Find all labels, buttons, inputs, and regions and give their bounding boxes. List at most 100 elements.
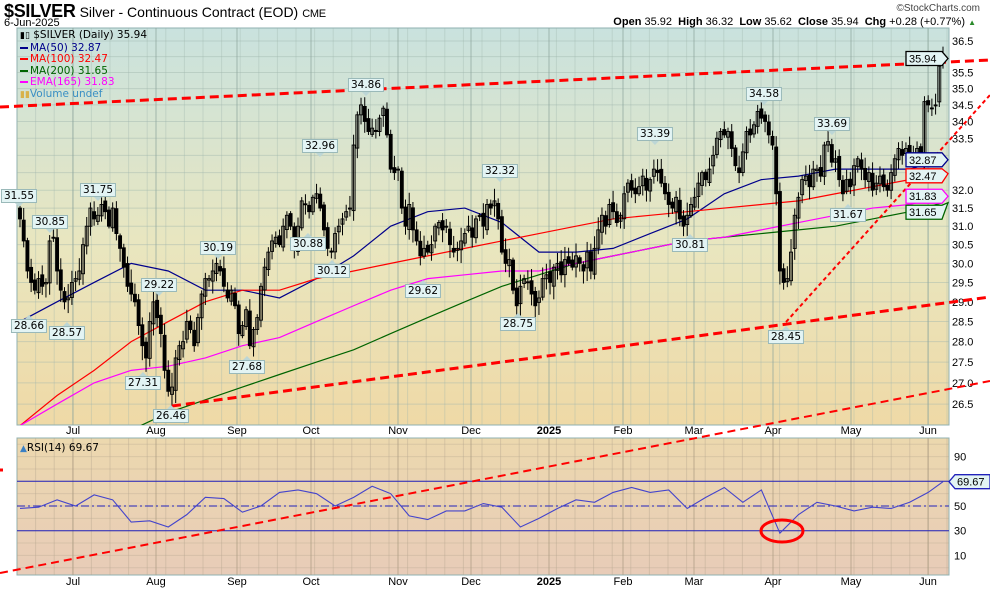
- candle-body: [18, 207, 22, 220]
- candle: [533, 286, 538, 318]
- annotation-low: 28.75: [499, 313, 537, 331]
- candle-body: [310, 196, 315, 213]
- candle: [744, 126, 749, 160]
- candle-body: [184, 321, 189, 340]
- candle-body: [288, 213, 293, 227]
- legend-ema165-value: 31.83: [84, 76, 115, 89]
- candle: [625, 179, 630, 203]
- candle: [692, 187, 697, 211]
- candle-body: [414, 229, 419, 242]
- candle: [207, 274, 211, 288]
- candle: [499, 209, 504, 255]
- candle-body: [255, 317, 260, 330]
- chg-value: +0.28 (+0.77%): [889, 16, 966, 28]
- candle: [670, 198, 675, 214]
- candle-body: [811, 168, 816, 188]
- candle: [718, 128, 723, 148]
- candle: [640, 168, 645, 196]
- candle-body: [900, 149, 905, 156]
- candle: [770, 130, 775, 150]
- candle-body: [362, 106, 367, 122]
- candle-body: [499, 216, 504, 253]
- candle-body: [303, 203, 308, 206]
- candle-body: [69, 282, 74, 298]
- candle-body: [129, 282, 134, 295]
- candle-body: [147, 321, 152, 359]
- candle: [496, 198, 501, 230]
- candle: [618, 212, 623, 229]
- candle: [21, 207, 26, 248]
- candle: [844, 169, 849, 195]
- candle: [800, 175, 805, 204]
- candle: [792, 208, 797, 260]
- candle-body: [177, 345, 182, 361]
- candle-body: [618, 214, 623, 222]
- candle-body: [600, 214, 604, 233]
- candle-body: [763, 114, 768, 122]
- candle-body: [770, 135, 775, 146]
- candle-body: [462, 233, 467, 244]
- candle: [147, 312, 152, 367]
- candle: [592, 236, 597, 280]
- candle-body: [110, 207, 115, 229]
- rsi-icon: ▲: [20, 444, 27, 454]
- candle-body: [88, 207, 93, 227]
- candle-body: [889, 172, 894, 191]
- candle-body: [47, 240, 52, 284]
- candle-body: [481, 212, 486, 227]
- copyright[interactable]: ©StockCharts.com: [896, 3, 980, 14]
- candle: [344, 204, 349, 221]
- candle-body: [670, 201, 675, 209]
- candle: [518, 274, 523, 316]
- candle: [896, 142, 901, 169]
- candle-body: [926, 100, 931, 106]
- candlestick-icon: ▮▯: [20, 31, 30, 41]
- candle-body: [522, 278, 527, 284]
- candle: [566, 247, 571, 266]
- candle-body: [625, 182, 630, 193]
- legend-ma100-name: MA(100): [30, 53, 75, 66]
- x-tick-label: Feb: [613, 425, 633, 437]
- candle-body: [62, 291, 67, 303]
- candle-body: [714, 137, 719, 155]
- candle-body: [674, 196, 679, 213]
- ohlc-summary: Open 35.92 High 36.32 Low 35.62 Close 35…: [613, 16, 976, 28]
- legend-ma200-value: 31.65: [77, 64, 108, 77]
- candle: [740, 143, 745, 177]
- candle: [651, 159, 656, 184]
- candle-body: [781, 268, 786, 283]
- candle-body: [381, 107, 386, 116]
- candle-body: [707, 168, 712, 183]
- candle: [377, 114, 382, 137]
- candle: [818, 155, 823, 183]
- candle: [225, 282, 230, 303]
- candle-body: [878, 175, 882, 185]
- candle: [151, 288, 156, 336]
- candle: [507, 248, 512, 278]
- candle: [752, 121, 756, 138]
- candle-body: [277, 235, 282, 246]
- candle: [299, 197, 304, 231]
- annotation-low: 28.66: [10, 315, 48, 333]
- ma100-value-tag-text: 32.47: [909, 171, 937, 183]
- y-tick-label: 26.5: [952, 399, 973, 411]
- candle: [892, 154, 897, 182]
- candle: [707, 157, 712, 187]
- candle-body: [99, 204, 104, 217]
- candle: [255, 314, 260, 335]
- y-tick-label: 34.5: [952, 100, 973, 112]
- candle-body: [540, 278, 545, 298]
- candle-body: [581, 264, 586, 272]
- candle: [318, 187, 323, 212]
- candle: [418, 231, 423, 266]
- candle: [833, 150, 838, 172]
- candle: [455, 241, 460, 262]
- candle-body: [325, 227, 330, 249]
- candle-body: [744, 131, 749, 154]
- candle: [136, 294, 141, 335]
- candle: [429, 235, 434, 261]
- candle-body: [270, 240, 275, 252]
- candle: [789, 239, 793, 286]
- candle: [559, 250, 564, 283]
- close-value: 35.94: [831, 16, 859, 28]
